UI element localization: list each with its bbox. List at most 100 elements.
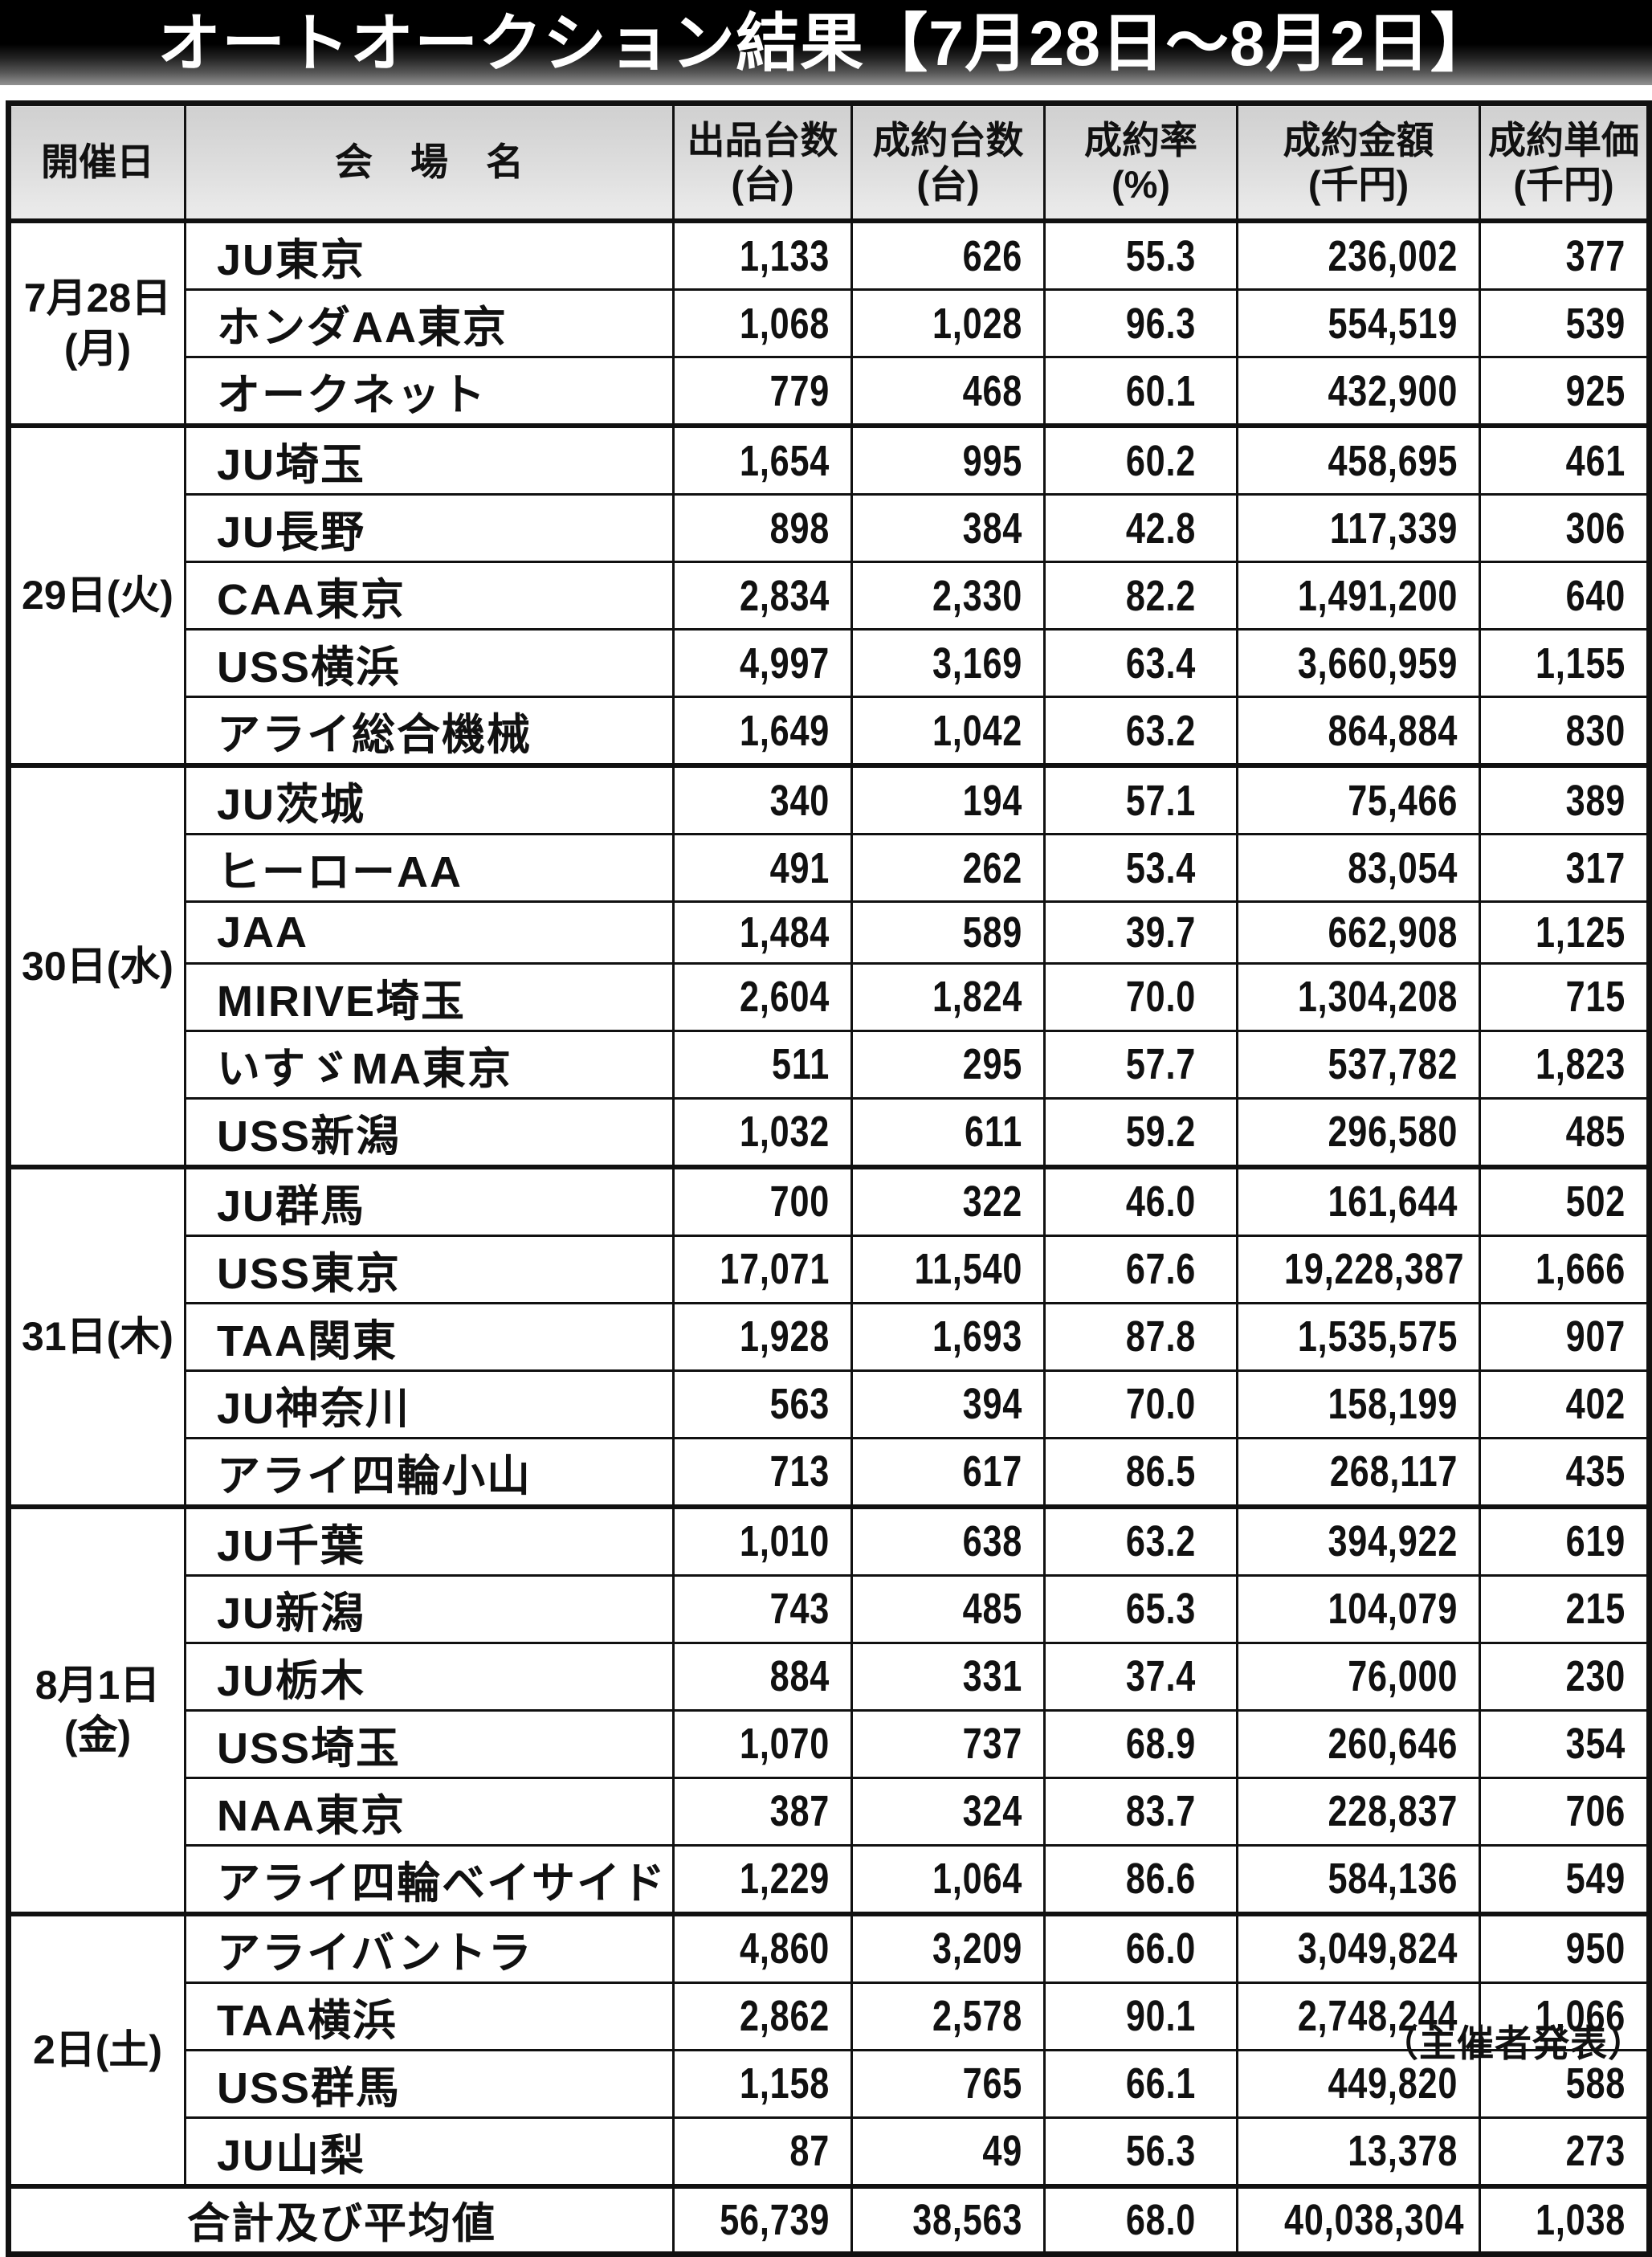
rate-cell: 87.8	[1043, 1301, 1238, 1372]
sold-value: 2,330	[932, 571, 1022, 620]
amount-cell: 864,884	[1236, 696, 1481, 767]
unit_price-value: 402	[1565, 1380, 1625, 1428]
unit_price-cell: 389	[1479, 763, 1650, 835]
rate-value: 53.4	[1125, 843, 1196, 892]
col-header-date: 開催日	[7, 102, 186, 223]
unit_price-value: 830	[1565, 706, 1625, 755]
sold-value: 262	[962, 843, 1022, 892]
source-note: （主催者発表）	[1381, 2022, 1646, 2064]
unit_price-cell: 377	[1479, 218, 1650, 291]
listed-cell: 713	[672, 1436, 853, 1508]
amount-value: 3,660,959	[1297, 639, 1458, 688]
amount-cell: 1,535,575	[1236, 1301, 1481, 1372]
total-label: 合計及び平均値	[7, 2183, 675, 2255]
rate-cell: 82.2	[1043, 561, 1238, 631]
sold-cell: 737	[850, 1708, 1046, 1779]
sold-cell: 2,330	[850, 561, 1046, 631]
table-row: USS横浜 4,997 3,169 63.4 3,660,959 1,155	[9, 628, 1650, 698]
amount-value: 83,054	[1348, 843, 1458, 892]
table-row: アライ総合機械 1,649 1,042 63.2 864,884 830	[9, 696, 1650, 767]
sold-cell: 3,169	[850, 628, 1046, 698]
table-row: 8月1日 (金) JU千葉 1,010 638 63.2 394,922 619	[7, 1504, 1650, 1915]
unit_price-cell: 1,666	[1479, 1234, 1650, 1304]
listed-cell: 1,010	[672, 1504, 853, 1577]
unit_price-value: 1,038	[1535, 2195, 1625, 2244]
rate-cell: 57.7	[1043, 1029, 1238, 1100]
amount-value: 161,644	[1328, 1177, 1458, 1226]
title-bar: オートオークション結果【7月28日～8月2日】	[0, 0, 1652, 85]
sold-value: 394	[962, 1380, 1022, 1428]
listed-value: 1,928	[739, 1312, 830, 1361]
listed-cell: 1,068	[672, 288, 853, 358]
table-row: いすゞMA東京 511 295 57.7 537,782 1,823	[9, 1029, 1650, 1100]
table-row: ホンダAA東京 1,068 1,028 96.3 554,519 539	[9, 288, 1650, 358]
amount-value: 864,884	[1328, 706, 1458, 755]
table-row: TAA横浜 2,862 2,578 90.1 2,748,244 1,066	[9, 1981, 1650, 2051]
rate-cell: 46.0	[1043, 1164, 1238, 1237]
listed-value: 1,133	[739, 231, 830, 280]
sold-cell: 617	[850, 1436, 1046, 1508]
rate-value: 68.0	[1125, 2195, 1196, 2244]
rate-cell: 63.2	[1043, 1504, 1238, 1577]
unit_price-cell: 435	[1479, 1436, 1650, 1508]
unit_price-cell: 1,038	[1479, 2183, 1650, 2255]
table-row: USS東京 17,071 11,540 67.6 19,228,387 1,666	[9, 1234, 1650, 1304]
venue-cell: NAA東京	[184, 1776, 675, 1847]
venue-cell: ホンダAA東京	[184, 288, 675, 358]
rate-cell: 66.0	[1043, 1911, 1238, 1984]
amount-cell: 1,491,200	[1236, 561, 1481, 631]
listed-cell: 4,860	[672, 1911, 853, 1984]
venue-cell: JAA	[184, 900, 675, 965]
venue-cell: JU茨城	[184, 763, 675, 835]
col-header-listed: 出品台数 (台)	[672, 102, 853, 223]
listed-value: 713	[769, 1447, 830, 1496]
rate-cell: 39.7	[1043, 900, 1238, 965]
venue-cell: USS埼玉	[184, 1708, 675, 1779]
listed-value: 700	[769, 1177, 830, 1226]
listed-cell: 340	[672, 763, 853, 835]
rate-cell: 60.1	[1043, 356, 1238, 427]
col-header-amount: 成約金額 (千円)	[1236, 102, 1481, 223]
amount-cell: 584,136	[1236, 1843, 1481, 1915]
sold-cell: 626	[850, 218, 1046, 291]
table-row: JU新潟 743 485 65.3 104,079 215	[9, 1573, 1650, 1644]
date-cell: 7月28日 (月)	[7, 218, 186, 427]
listed-value: 884	[769, 1652, 830, 1700]
rate-value: 60.2	[1125, 436, 1196, 485]
listed-value: 56,739	[720, 2195, 830, 2244]
rate-value: 56.3	[1125, 2127, 1196, 2175]
unit_price-cell: 461	[1479, 423, 1650, 496]
unit_price-value: 1,066	[1535, 1992, 1625, 2040]
venue-cell: オークネット	[184, 356, 675, 427]
sold-cell: 995	[850, 423, 1046, 496]
amount-value: 3,049,824	[1297, 1924, 1458, 1973]
rate-value: 39.7	[1125, 908, 1196, 957]
rate-cell: 83.7	[1043, 1776, 1238, 1847]
sold-value: 331	[962, 1652, 1022, 1700]
amount-cell: 161,644	[1236, 1164, 1481, 1237]
amount-cell: 260,646	[1236, 1708, 1481, 1779]
unit_price-value: 549	[1565, 1855, 1625, 1903]
listed-value: 4,860	[739, 1924, 830, 1973]
rate-value: 66.1	[1125, 2059, 1196, 2108]
amount-cell: 75,466	[1236, 763, 1481, 835]
listed-cell: 1,158	[672, 2048, 853, 2119]
listed-value: 387	[769, 1787, 830, 1835]
listed-value: 4,997	[739, 639, 830, 688]
sold-value: 1,042	[932, 706, 1022, 755]
rate-cell: 86.6	[1043, 1843, 1238, 1915]
venue-cell: USS群馬	[184, 2048, 675, 2119]
amount-value: 537,782	[1328, 1040, 1458, 1088]
venue-cell: TAA横浜	[184, 1981, 675, 2051]
rate-value: 70.0	[1125, 973, 1196, 1021]
rate-value: 63.2	[1125, 1517, 1196, 1565]
table-row: JU山梨 87 49 56.3 13,378 273	[9, 2116, 1650, 2187]
unit_price-cell: 215	[1479, 1573, 1650, 1644]
sold-value: 617	[962, 1447, 1022, 1496]
auction-results-table: 開催日 会 場 名 出品台数 (台) 成約台数 (台) 成約率 (%) 成約金額…	[6, 100, 1652, 2257]
unit_price-value: 950	[1565, 1924, 1625, 1973]
amount-cell: 1,304,208	[1236, 961, 1481, 1032]
amount-value: 1,304,208	[1297, 973, 1458, 1021]
sold-value: 589	[962, 908, 1022, 957]
listed-value: 2,834	[739, 571, 830, 620]
